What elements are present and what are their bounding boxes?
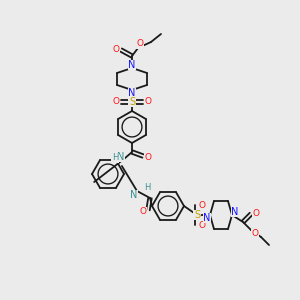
Text: O: O — [112, 98, 119, 106]
Text: O: O — [136, 40, 143, 49]
Text: N: N — [231, 207, 239, 217]
Text: O: O — [199, 220, 206, 230]
Text: S: S — [129, 97, 135, 107]
Text: H: H — [144, 182, 150, 191]
Text: N: N — [117, 152, 125, 162]
Text: N: N — [203, 213, 211, 223]
Text: O: O — [145, 152, 152, 161]
Text: S: S — [194, 210, 200, 220]
Text: O: O — [253, 209, 260, 218]
Text: O: O — [140, 208, 146, 217]
Text: N: N — [128, 88, 136, 98]
Text: N: N — [128, 60, 136, 70]
Text: O: O — [145, 98, 152, 106]
Text: O: O — [251, 230, 259, 238]
Text: O: O — [112, 46, 119, 55]
Text: N: N — [130, 190, 138, 200]
Text: O: O — [199, 200, 206, 209]
Text: H: H — [112, 154, 118, 163]
